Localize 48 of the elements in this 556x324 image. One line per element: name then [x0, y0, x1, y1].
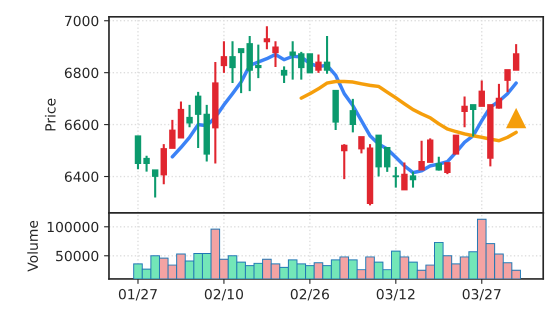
y-tick-label: 100000 — [48, 222, 98, 232]
candlestick — [358, 135, 365, 154]
y-tick-label: 6600 — [64, 120, 98, 130]
candlestick — [264, 25, 270, 50]
candlestick — [306, 53, 314, 74]
candlestick — [298, 50, 304, 81]
candlestick — [341, 143, 348, 180]
candlestick — [436, 156, 442, 172]
candlestick — [143, 154, 150, 173]
candlestick — [350, 98, 356, 134]
x-tick-label: 01/27 — [118, 288, 157, 301]
candlestick — [280, 65, 288, 84]
candlestick — [444, 161, 451, 176]
candlestick — [401, 161, 408, 192]
x-tick-label: 02/10 — [204, 288, 244, 301]
y-axis-title: Volume — [27, 220, 38, 272]
candlestick — [229, 40, 236, 84]
y-axis-title: Price — [44, 98, 56, 130]
candlestick — [384, 146, 390, 173]
candlestick — [418, 140, 425, 172]
candlestick — [461, 96, 468, 128]
candlestick — [272, 40, 279, 68]
candlestick — [496, 82, 502, 110]
candlestick — [512, 43, 520, 72]
y-tick-label: 50000 — [56, 250, 98, 262]
candlestick — [410, 170, 416, 189]
y-tick-label: 6400 — [64, 171, 98, 182]
candlestick — [169, 118, 176, 150]
candlestick — [478, 79, 485, 108]
x-tick-label: 02/26 — [290, 288, 330, 301]
candlestick — [452, 134, 460, 155]
candlestick — [315, 53, 322, 74]
y-tick-label: 7000 — [65, 16, 98, 26]
line-series — [300, 80, 518, 142]
candlestick — [324, 35, 330, 75]
candlestick — [470, 104, 476, 138]
candlestick — [504, 68, 511, 94]
x-tick-label: 03/27 — [462, 288, 501, 301]
y-tick-label: 6800 — [64, 68, 98, 78]
candlestick — [289, 40, 296, 81]
candlestick — [255, 44, 262, 80]
candlestick — [426, 137, 434, 164]
candlestick — [220, 40, 228, 74]
candlestick — [194, 90, 202, 150]
x-tick-label: 03/12 — [376, 288, 414, 301]
candlestick — [152, 168, 158, 199]
candlestick — [238, 47, 244, 94]
candlestick — [186, 104, 193, 128]
